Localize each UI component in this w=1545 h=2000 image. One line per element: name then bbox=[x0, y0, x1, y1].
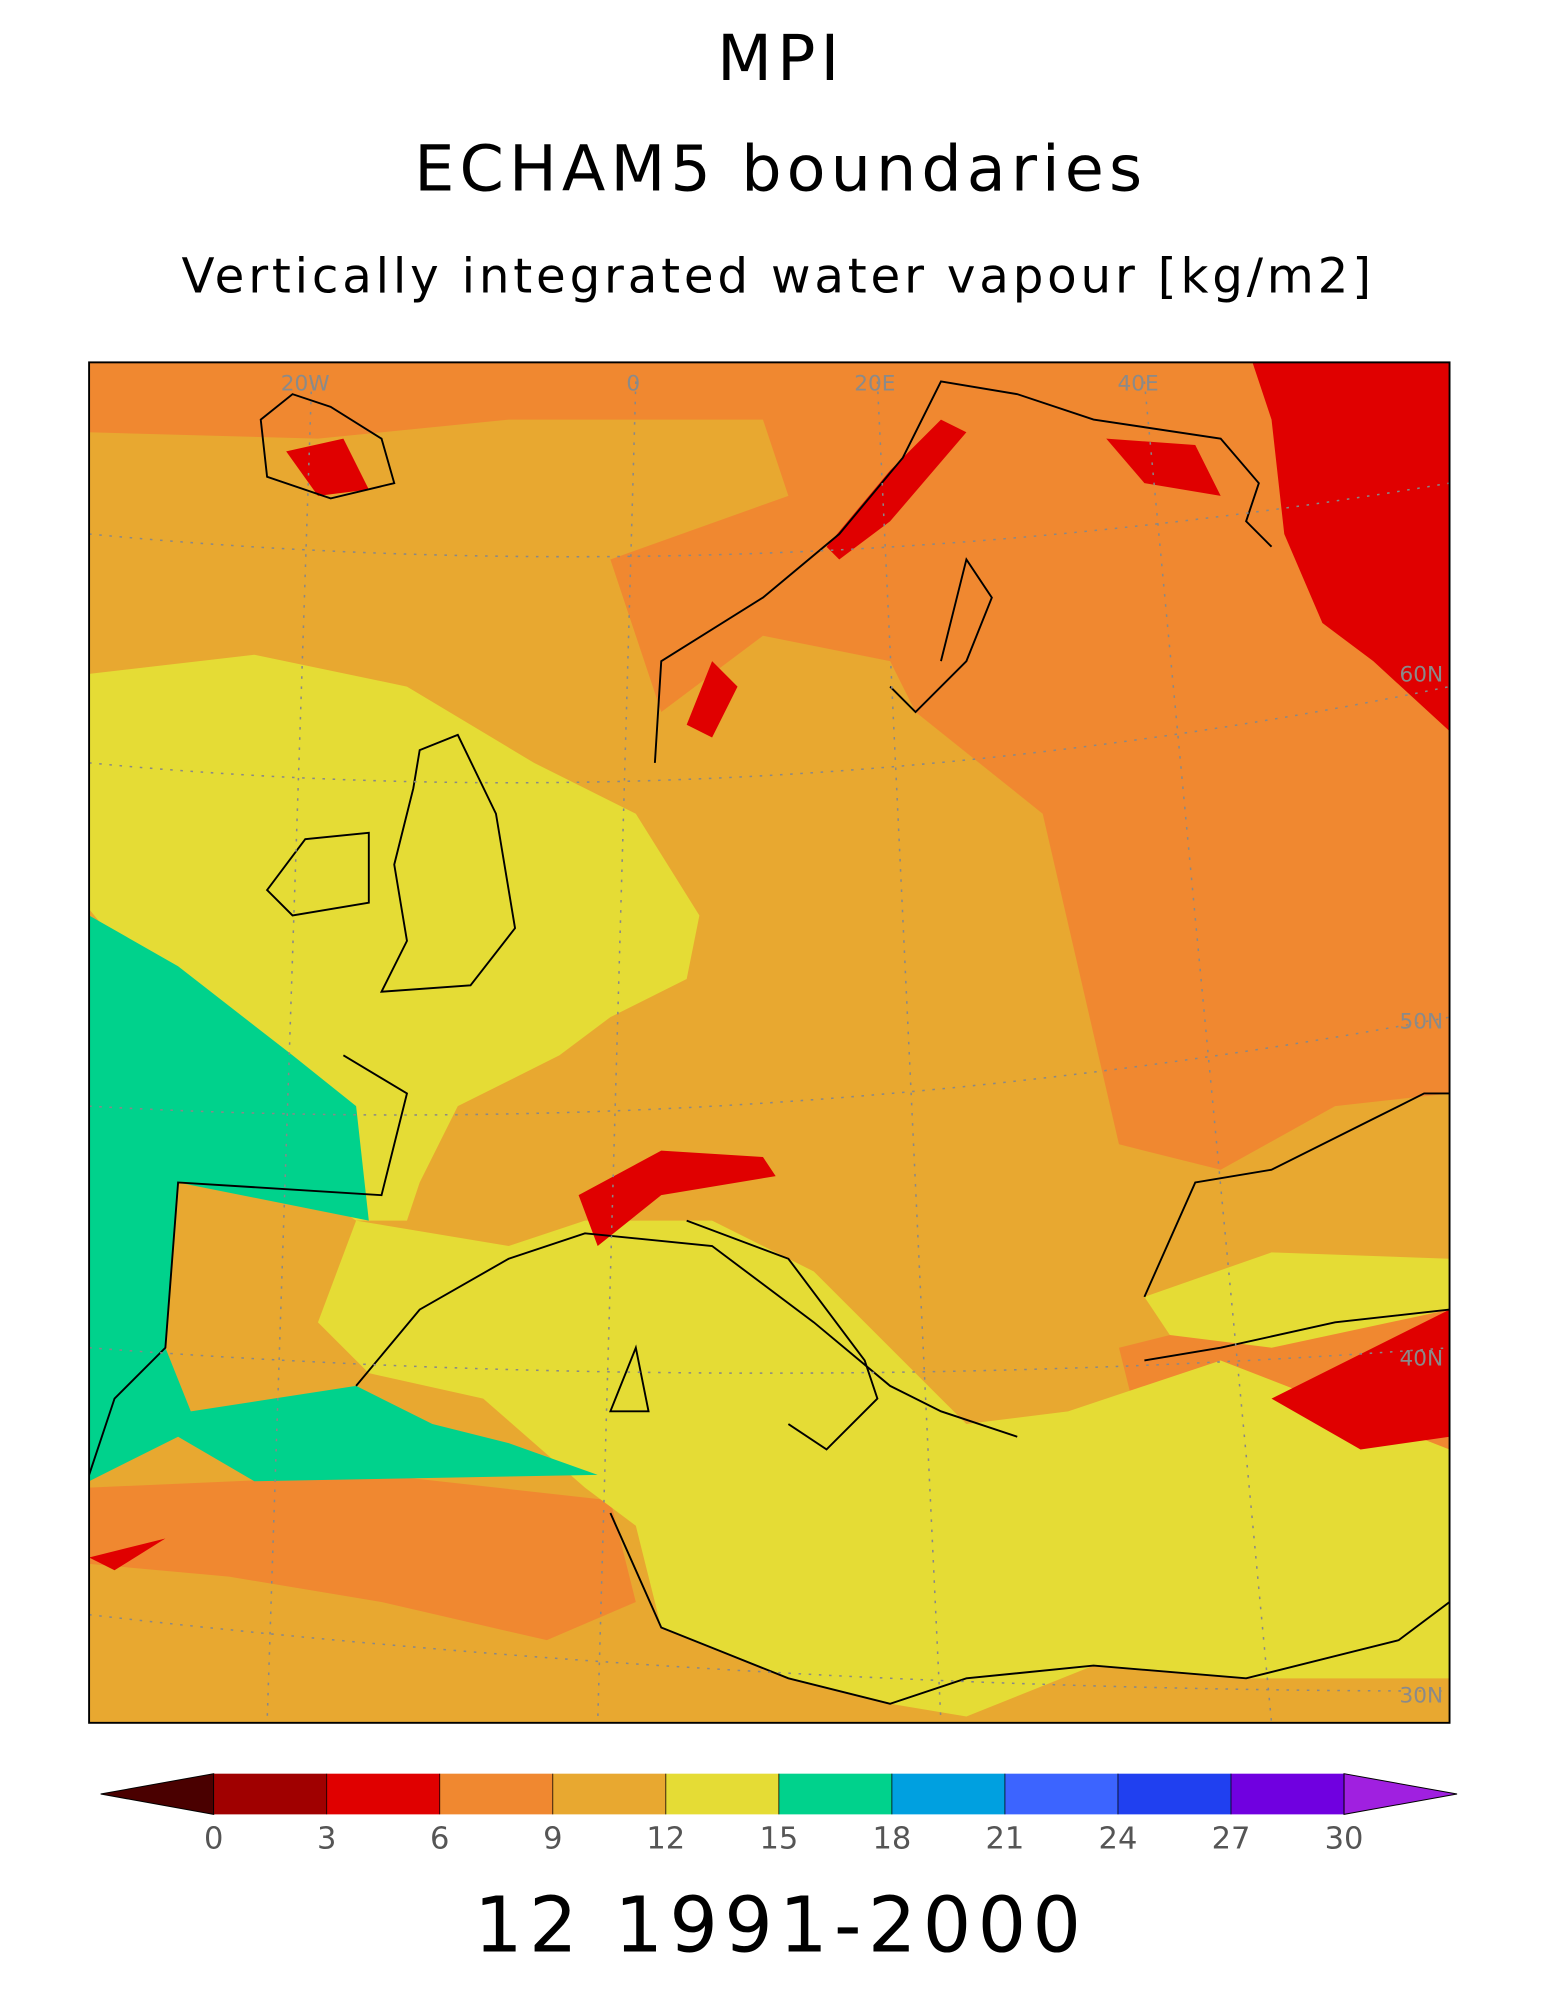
field bbox=[317, 1220, 1450, 1717]
lon-label: 0 bbox=[626, 371, 640, 396]
lat-label: 40N bbox=[1400, 1347, 1444, 1372]
geo-labels: 20W 0 20E 40E 60N 50N 40N 30N bbox=[281, 371, 1443, 1708]
field bbox=[578, 1150, 776, 1247]
graticule bbox=[89, 381, 1450, 1723]
footer: 12 1991-2000 bbox=[474, 1881, 1087, 1970]
field bbox=[1106, 438, 1221, 496]
field bbox=[1271, 1309, 1450, 1450]
colorbar-under bbox=[100, 1773, 215, 1815]
lon-label: 20E bbox=[854, 371, 895, 396]
colorbar-label: 0 bbox=[204, 1822, 223, 1857]
colorbar-segment bbox=[1117, 1773, 1231, 1815]
field bbox=[826, 419, 967, 560]
title: ECHAM5 boundaries bbox=[414, 132, 1147, 206]
colorbar-segment bbox=[1230, 1773, 1345, 1815]
colorbar-over bbox=[1343, 1773, 1458, 1815]
subtitle: Vertically integrated water vapour [kg/m… bbox=[182, 248, 1375, 304]
colorbar-label: 6 bbox=[430, 1822, 449, 1857]
lon-label: 40E bbox=[1117, 371, 1158, 396]
colorbar-label: 18 bbox=[872, 1822, 911, 1857]
colorbar-label: 27 bbox=[1212, 1822, 1251, 1857]
colorbar-segment bbox=[778, 1773, 892, 1815]
lat-label: 30N bbox=[1400, 1683, 1444, 1708]
colorbar-label: 12 bbox=[646, 1822, 685, 1857]
title: MPI bbox=[717, 21, 844, 95]
colorbar-label: 3 bbox=[317, 1822, 336, 1857]
colorbar-segment bbox=[665, 1773, 779, 1815]
field bbox=[1144, 1252, 1450, 1348]
map-frame bbox=[88, 361, 1451, 1724]
colorbar-segment bbox=[552, 1773, 666, 1815]
lat-label: 50N bbox=[1400, 1010, 1444, 1035]
lon-label: 20W bbox=[281, 371, 330, 396]
field bbox=[89, 1538, 166, 1571]
lat-label: 60N bbox=[1400, 663, 1444, 688]
colorbar-segment bbox=[1004, 1773, 1118, 1815]
colorbar-segment bbox=[213, 1773, 327, 1815]
field bbox=[286, 438, 369, 496]
field bbox=[89, 362, 1450, 1170]
map: 20W 0 20E 40E 60N 50N 40N 30N bbox=[88, 361, 1451, 1724]
colorbar-segment bbox=[326, 1773, 440, 1815]
field bbox=[89, 1474, 636, 1641]
colorbar-segment bbox=[439, 1773, 553, 1815]
colorbar: 0 3 6 9 12 15 18 21 24 27 30 bbox=[100, 1773, 1458, 1857]
field bbox=[89, 915, 598, 1482]
colorbar-label: 9 bbox=[543, 1822, 562, 1857]
colorbar-label: 24 bbox=[1099, 1822, 1138, 1857]
coastline bbox=[89, 380, 1450, 1705]
colorbar-segment bbox=[891, 1773, 1005, 1815]
field bbox=[1252, 362, 1450, 732]
colorbar-label: 15 bbox=[759, 1822, 798, 1857]
field bbox=[686, 661, 738, 738]
colorbar-label: 21 bbox=[986, 1822, 1025, 1857]
colorbar-label: 30 bbox=[1325, 1822, 1364, 1857]
